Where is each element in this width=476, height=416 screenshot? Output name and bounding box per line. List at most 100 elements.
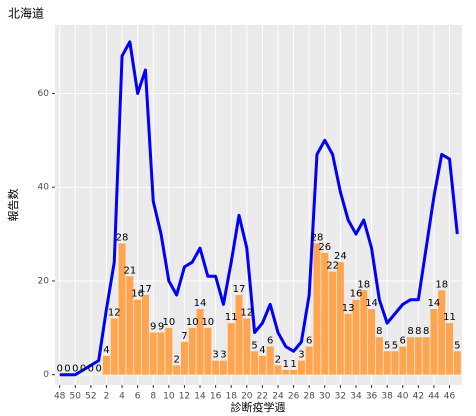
value-label: 0 [95, 364, 101, 375]
x-tick-label: 44 [428, 392, 440, 402]
value-label: 16 [131, 289, 144, 300]
y-tick-label: 20 [38, 276, 50, 286]
value-label: 9 [158, 322, 164, 333]
value-label: 7 [181, 331, 187, 342]
value-label: 24 [334, 251, 347, 262]
value-label: 10 [201, 317, 214, 328]
value-label: 3 [298, 350, 304, 361]
bar [266, 346, 274, 375]
x-tick-label: 6 [135, 392, 141, 402]
bar [414, 337, 422, 375]
bar [329, 271, 337, 375]
value-label: 3 [220, 350, 226, 361]
value-label: 22 [326, 261, 339, 272]
value-label: 16 [350, 289, 363, 300]
bar [290, 370, 298, 375]
x-tick-label: 26 [288, 392, 300, 402]
value-label: 9 [150, 322, 156, 333]
value-label: 14 [365, 298, 378, 309]
value-label: 17 [233, 284, 246, 295]
x-tick-label: 52 [85, 392, 96, 402]
bar [360, 290, 368, 375]
bar [219, 360, 227, 375]
value-label: 4 [103, 345, 109, 356]
x-tick-label: 22 [257, 392, 268, 402]
line [59, 40, 459, 377]
value-label: 6 [400, 336, 406, 347]
bar [313, 243, 321, 375]
bar [438, 290, 446, 375]
bar [336, 262, 344, 375]
bar [157, 332, 165, 375]
value-label: 1 [290, 359, 296, 370]
value-label: 0 [56, 364, 62, 375]
bar [180, 341, 188, 375]
x-tick-label: 2 [104, 392, 110, 402]
x-tick-label: 46 [444, 392, 456, 402]
bar [134, 299, 142, 375]
x-tick-label: 40 [397, 392, 409, 402]
x-tick-label: 10 [163, 392, 175, 402]
x-tick-label: 16 [210, 392, 222, 402]
value-label: 12 [240, 307, 253, 318]
value-label: 2 [173, 354, 179, 365]
bar [430, 309, 438, 375]
x-tick-label: 4 [119, 392, 125, 402]
y-tick-label: 60 [38, 89, 50, 99]
value-label: 14 [428, 298, 441, 309]
value-label: 12 [108, 307, 121, 318]
y-axis-label: 報告数 [7, 189, 20, 222]
bar [251, 351, 259, 375]
value-label: 8 [415, 326, 421, 337]
value-label: 6 [306, 336, 312, 347]
bar [368, 309, 376, 375]
y-tick-label: 40 [38, 183, 50, 193]
value-label: 5 [384, 340, 390, 351]
value-label: 11 [443, 312, 456, 323]
x-tick-label: 36 [366, 392, 378, 402]
bar [399, 346, 407, 375]
bar [344, 313, 352, 375]
y-tick-label: 0 [43, 370, 49, 380]
x-tick-label: 12 [179, 392, 190, 402]
bar [110, 318, 118, 375]
value-label: 0 [64, 364, 70, 375]
value-label: 17 [139, 284, 152, 295]
value-label: 13 [342, 303, 355, 314]
x-tick-label: 8 [150, 392, 156, 402]
x-axis-label: 診断疫学週 [231, 400, 286, 414]
value-label: 10 [162, 317, 175, 328]
value-label: 18 [435, 279, 448, 290]
x-tick-label: 28 [303, 392, 315, 402]
value-label: 28 [116, 232, 129, 243]
bar [118, 243, 126, 375]
bar [321, 252, 329, 375]
value-label: 5 [392, 340, 398, 351]
chart-title: 北海道 [8, 6, 44, 21]
bar [422, 337, 430, 375]
bar [165, 327, 173, 375]
bar [243, 318, 251, 375]
bar [227, 323, 235, 375]
bar [274, 365, 282, 375]
bar [352, 299, 360, 375]
value-label: 28 [311, 232, 324, 243]
bar [173, 365, 181, 375]
value-label: 26 [318, 242, 331, 253]
value-label: 14 [194, 298, 207, 309]
value-label: 10 [186, 317, 199, 328]
value-label: 5 [251, 340, 257, 351]
bar [297, 360, 305, 375]
value-label: 21 [123, 265, 136, 276]
value-label: 8 [376, 326, 382, 337]
value-label: 0 [80, 364, 86, 375]
bar [204, 327, 212, 375]
value-label: 6 [267, 336, 273, 347]
value-label: 3 [212, 350, 218, 361]
value-label: 8 [407, 326, 413, 337]
value-label: 5 [454, 340, 460, 351]
x-tick-label: 50 [70, 392, 82, 402]
bar [258, 355, 266, 375]
bar [212, 360, 220, 375]
